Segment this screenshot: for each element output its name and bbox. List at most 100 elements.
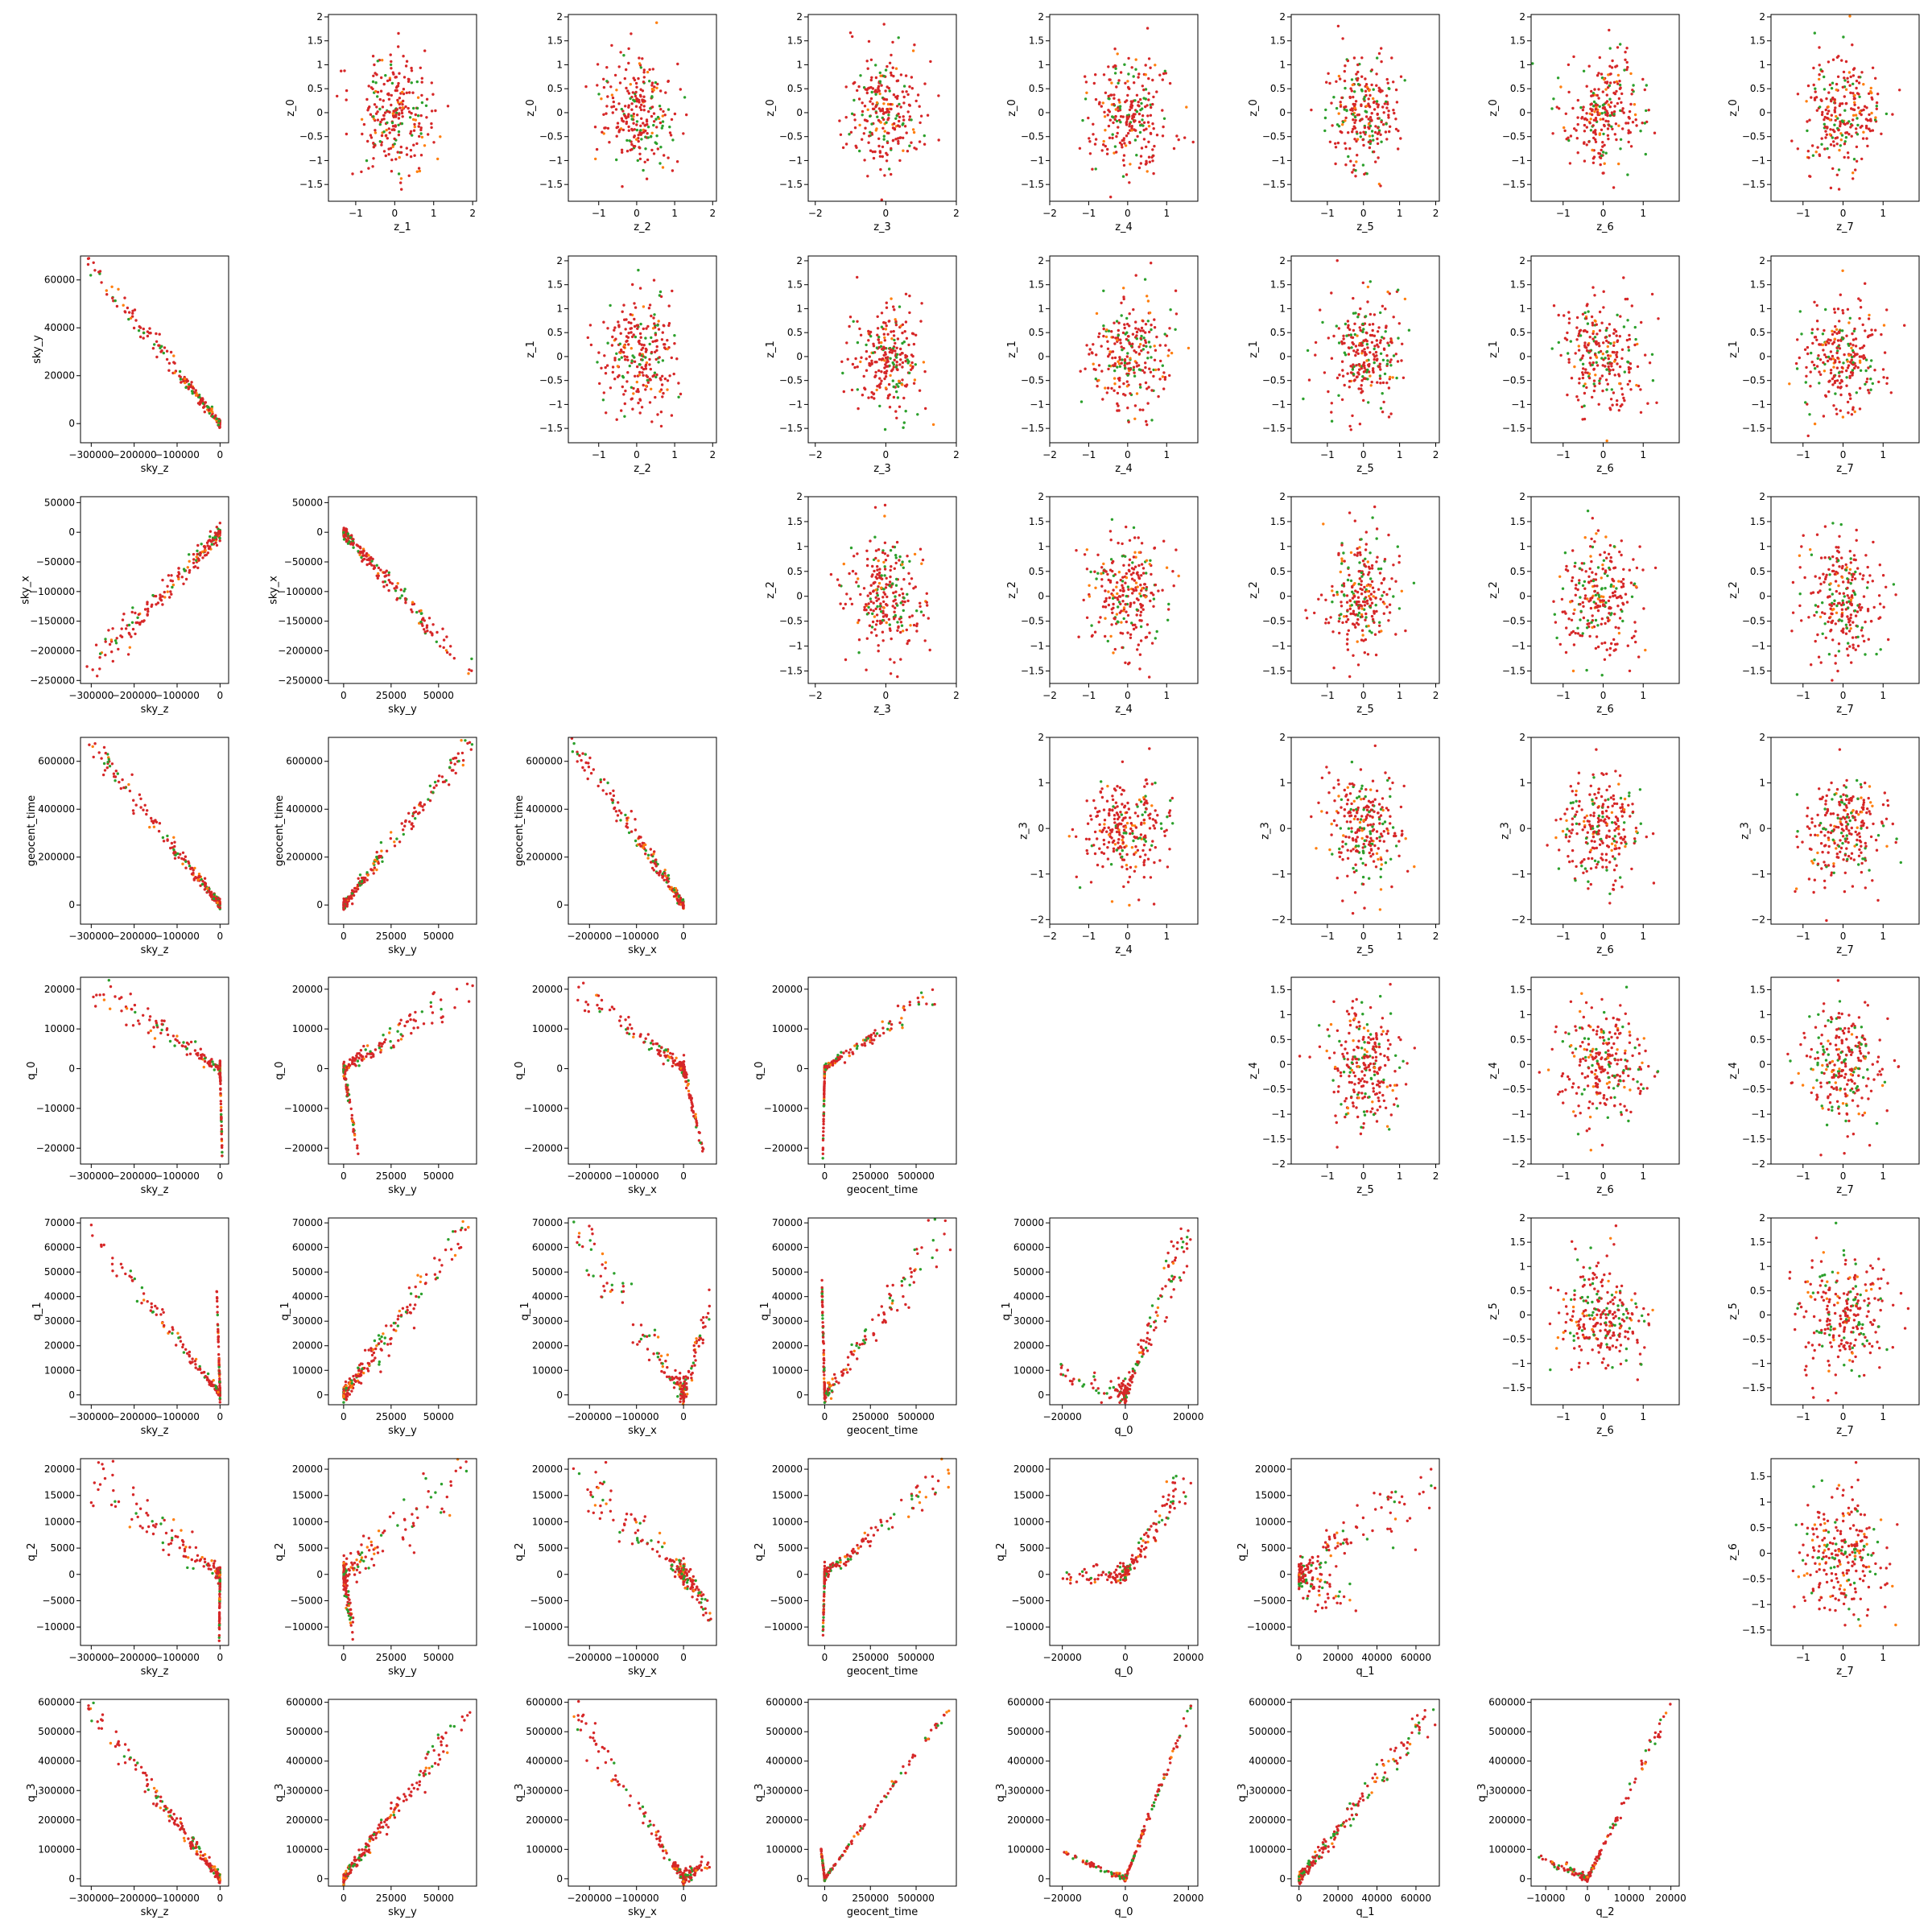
scatter-point [1104,634,1107,638]
scatter-point [1137,576,1141,580]
scatter-point [641,57,644,60]
scatter-point [623,76,626,80]
scatter-point [900,624,904,627]
scatter-point [1625,47,1629,50]
scatter-point [886,85,889,89]
scatter-point [1828,357,1831,361]
scatter-point [1590,109,1594,113]
scatter-point [1370,580,1374,584]
scatter-point [646,158,650,162]
scatter-point [1598,345,1601,348]
y-tick-label: 2 [1038,255,1044,266]
scatter-point [1827,91,1831,94]
scatter-point [1585,85,1588,88]
scatter-point [1144,73,1147,76]
scatter-point [1604,328,1608,332]
scatter-point [1358,368,1361,371]
scatter-point [1141,608,1145,611]
scatter-point [898,363,902,366]
scatter-point [644,384,648,388]
scatter-point [902,101,906,105]
scatter-point [1565,626,1568,630]
scatter-point [1579,634,1582,638]
scatter-point [624,389,627,393]
scatter-point [1358,546,1361,549]
scatter-point [1343,351,1347,354]
scatter-point [1874,76,1877,80]
scatter-point [848,31,852,35]
scatter-point [400,122,404,126]
scatter-point [1343,69,1347,73]
scatter-point [1806,150,1810,153]
scatter-point [883,541,887,544]
scatter-point [1140,542,1144,545]
y-tick-label: 1 [796,303,803,314]
scatter-point [405,147,408,150]
scatter-point [644,129,647,133]
scatter-point [642,374,645,377]
scatter-point [1357,363,1361,366]
y-tick-label: 1 [1038,59,1044,70]
scatter-point [1106,340,1109,343]
scatter-point [893,567,897,570]
panel-z0_z1: −1 0 1 2−1.5−1−0.500.511.52z_1z_0 [285,11,477,233]
scatter-point [901,563,904,566]
scatter-point [1580,562,1584,565]
scatter-point [1370,567,1374,570]
scatter-point [423,144,427,147]
scatter-point [1852,97,1856,101]
scatter-point [1588,361,1591,365]
scatter-point [1567,311,1571,314]
scatter-point [876,619,879,623]
scatter-point [1118,105,1122,108]
scatter-point [1364,618,1367,621]
scatter-point [1810,144,1814,147]
scatter-point [1601,364,1604,367]
scatter-point [908,311,911,315]
scatter-point [1095,312,1099,316]
scatter-point [875,346,879,349]
y-tick-label: 1.5 [1750,279,1765,291]
scatter-point [1832,404,1835,407]
scatter-point [1636,342,1639,346]
scatter-point [898,405,902,408]
scatter-point [869,78,873,82]
scatter-point [848,324,851,328]
scatter-point [1873,369,1876,372]
y-tick-label: 0 [796,351,803,362]
scatter-point [1836,75,1840,79]
scatter-point [1812,363,1816,367]
scatter-point [593,126,597,129]
scatter-point [1367,126,1370,129]
scatter-point [1371,134,1374,138]
scatter-point [1138,343,1142,346]
y-tick-label: −0.5 [1502,375,1525,386]
scatter-point [682,132,685,135]
scatter-point [1850,107,1853,110]
scatter-point [374,129,377,132]
scatter-point [629,313,632,316]
scatter-point [1605,93,1609,97]
scatter-point [1848,550,1852,553]
scatter-point [391,112,394,115]
y-tick-label: −1 [1030,398,1044,410]
scatter-point [1379,382,1382,385]
scatter-point [1576,151,1579,155]
scatter-point [877,571,881,575]
scatter-point [1158,344,1162,347]
y-tick-label: −1 [1030,641,1044,652]
scatter-point [642,367,646,371]
scatter-point [1630,595,1634,598]
x-tick-label: 1 [1640,690,1646,701]
scatter-point [669,134,673,137]
scatter-point [1142,344,1146,347]
y-tick-label: 2 [1519,11,1525,23]
scatter-point [876,593,880,597]
scatter-point [420,135,424,139]
scatter-point [1088,595,1092,598]
scatter-point [1150,591,1153,595]
y-tick-label: 1.5 [1029,516,1044,527]
scatter-point [661,166,665,169]
scatter-point [1366,285,1370,289]
scatter-point [1137,536,1140,539]
